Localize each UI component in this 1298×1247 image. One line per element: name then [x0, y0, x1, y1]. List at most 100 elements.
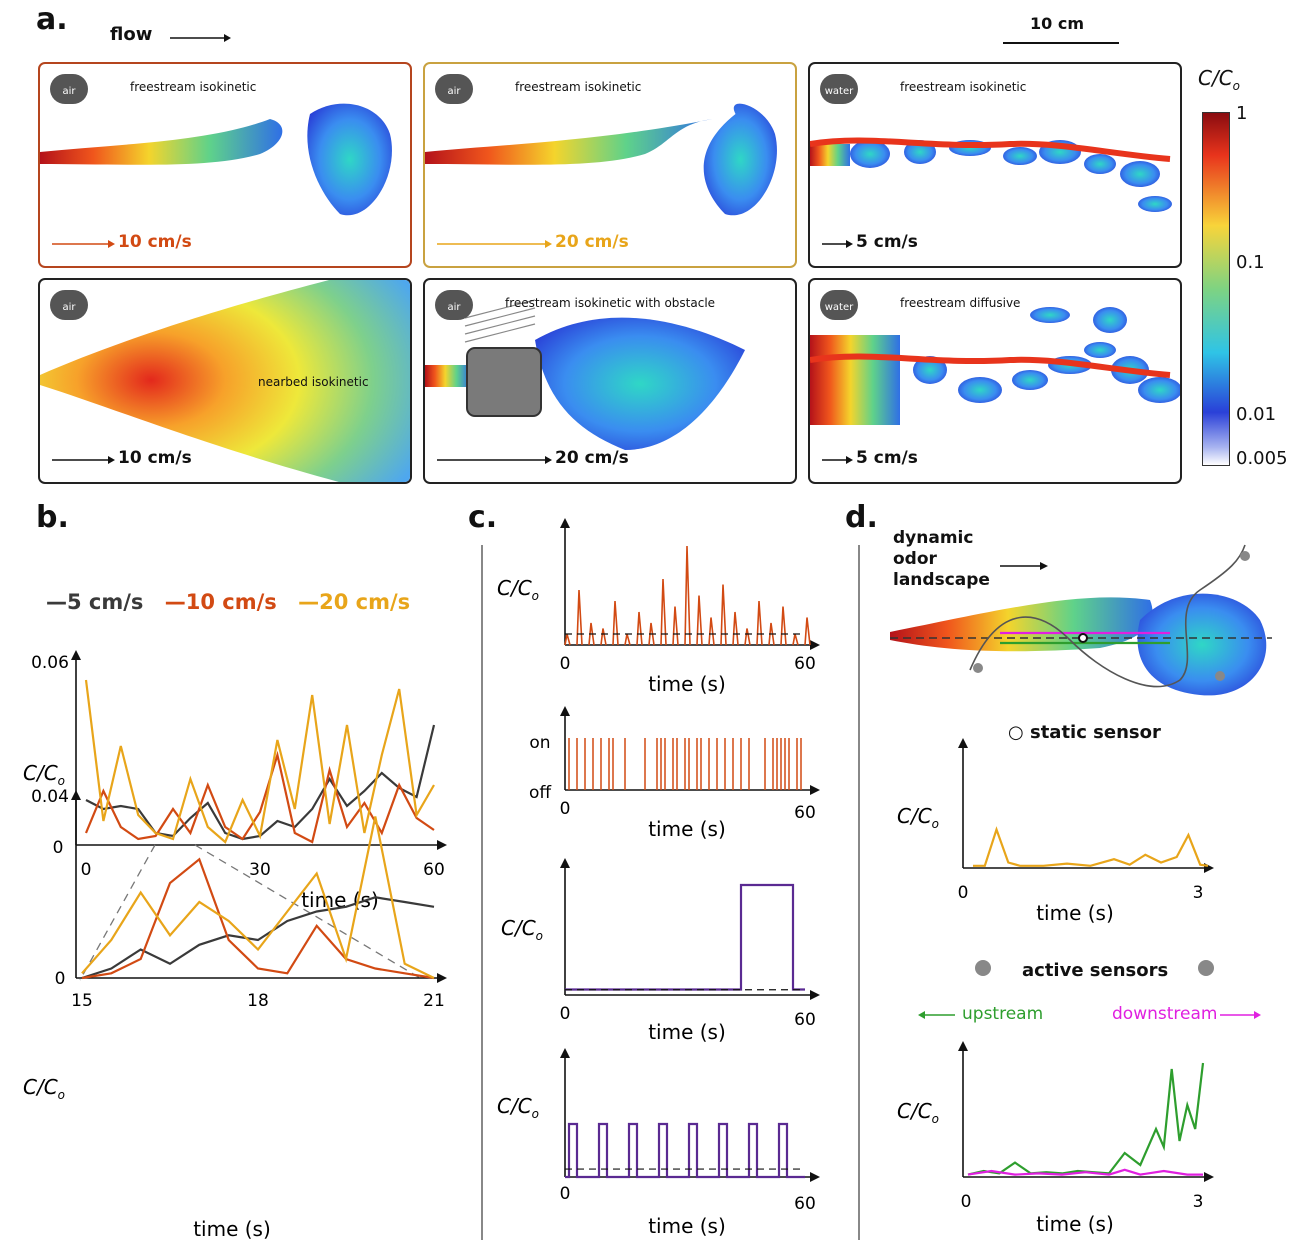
b-zoom-x-arrow	[437, 973, 447, 983]
static-sensor-label: ○ static sensor	[1008, 722, 1161, 743]
speed-label: 20 cm/s	[555, 448, 629, 468]
speed-arrow-icon	[52, 456, 115, 464]
b-zoom-ytick-0: 0	[55, 969, 66, 989]
b-zoom-y-arrow	[71, 790, 81, 800]
b-top-xtick-1: 30	[249, 860, 271, 880]
b-zoom-ytick-1: 0.04	[31, 787, 69, 807]
d-static-xtick-0: 0	[958, 883, 969, 903]
b-zoom-xtick-1: 18	[247, 991, 269, 1011]
d-flow-arrow-head	[1040, 562, 1048, 570]
cloud-icon	[435, 290, 473, 320]
c3-xtick-0: 0	[560, 1004, 571, 1024]
speed-arrow-icon	[437, 456, 552, 464]
c4-xtick-0: 0	[560, 1184, 571, 1204]
b-top-y-arrow	[71, 650, 81, 660]
plume-panel-4: air nearbed isokinetic 10 cm/s	[38, 278, 412, 484]
d-active-x-arrow	[1204, 1172, 1214, 1182]
b-zoom-series-2	[81, 816, 435, 979]
c3-y-arrow	[560, 858, 570, 868]
plume-image	[810, 137, 1172, 212]
b-top-series-0	[85, 724, 436, 841]
d-static-y-arrow	[958, 738, 968, 748]
active-sensors-label: active sensors	[1022, 960, 1169, 981]
plume-panel-1: air freestream isokinetic 10 cm/s	[38, 62, 412, 268]
c3-series	[565, 883, 805, 991]
d-static-series	[973, 826, 1209, 867]
medium-badge: air	[447, 86, 461, 97]
c4-xtick-1: 60	[794, 1194, 816, 1214]
fly-icon-3	[1215, 671, 1225, 681]
medium-badge: water	[824, 302, 854, 313]
d-active-series-0	[967, 1062, 1205, 1176]
active-fly-icon-right	[1198, 960, 1214, 976]
c3-xlabel: time (s)	[648, 1020, 726, 1044]
medium-badge: air	[447, 302, 461, 313]
colorbar-title: C/Co	[1198, 66, 1241, 93]
c3-ylabel: C/Co	[501, 916, 543, 943]
speed-label: 20 cm/s	[555, 232, 629, 252]
active-fly-icon-left	[975, 960, 991, 976]
colorbar-tick-0.01: 0.01	[1236, 404, 1277, 425]
upstream-label: upstream	[962, 1004, 1044, 1024]
plume-image	[40, 280, 410, 482]
scale-bar	[1003, 42, 1119, 44]
b-top-xtick-2: 60	[423, 860, 445, 880]
flow-arrow-icon	[170, 34, 231, 42]
speed-arrow-icon	[822, 240, 853, 248]
b-top-series-2	[84, 679, 435, 844]
plume-image	[425, 299, 745, 450]
c4-ylabel: C/Co	[497, 1094, 539, 1121]
flow-label: flow	[110, 24, 153, 45]
c4-series	[565, 1122, 805, 1179]
separator-bc	[481, 545, 483, 1240]
d-static-xlabel: time (s)	[1036, 901, 1114, 925]
plume-panel-3: water freestream isokinetic 5 cm/s	[808, 62, 1182, 268]
cloud-icon	[50, 74, 88, 104]
plume-title: freestream diffusive	[900, 296, 1021, 310]
b-top-ytick-1: 0.06	[31, 653, 69, 673]
scale-bar-label: 10 cm	[1030, 14, 1084, 33]
c2-xtick-0: 0	[560, 799, 571, 819]
speed-label: 5 cm/s	[856, 448, 918, 468]
d-plume-blob	[1137, 593, 1267, 696]
c3-x-arrow	[810, 990, 820, 1000]
downstream-arrow-head	[1254, 1011, 1261, 1019]
speed-label: 10 cm/s	[118, 448, 192, 468]
plume-title: nearbed isokinetic	[258, 375, 369, 389]
d-static-xtick-1: 3	[1193, 883, 1204, 903]
static-sensor-icon	[1078, 633, 1088, 643]
b-zoom-series-1	[81, 857, 435, 980]
c1-ylabel: C/Co	[497, 576, 539, 603]
c1-xtick-0: 0	[560, 654, 571, 674]
d-active-xtick-0: 0	[961, 1192, 972, 1212]
b-zoom-ylabel: C/Co	[23, 1075, 65, 1102]
medium-badge: air	[62, 302, 76, 313]
legend: —5 cm/s —10 cm/s —20 cm/s	[46, 590, 410, 614]
panel-label-b: b.	[36, 500, 69, 535]
downstream-label: downstream	[1112, 1004, 1218, 1024]
c2-off-label: off	[529, 783, 552, 803]
water-drop-icon	[820, 74, 858, 104]
plume-image	[810, 307, 1180, 425]
c1-x-arrow	[810, 640, 820, 650]
plume-title: freestream isokinetic	[900, 80, 1027, 94]
speed-arrow-icon	[822, 456, 853, 464]
cloud-icon	[50, 290, 88, 320]
panel-label-d: d.	[845, 500, 878, 535]
legend-entry-5: —5 cm/s	[46, 590, 144, 614]
medium-badge: air	[62, 86, 76, 97]
landscape-label: dynamic odor landscape	[893, 528, 990, 590]
c2-on-label: on	[529, 733, 550, 753]
plume-image	[40, 103, 392, 216]
plume-panel-5: air freestream isokinetic with obstacle …	[423, 278, 797, 484]
zoom-line-left	[79, 844, 156, 981]
b-zoom-xlabel: time (s)	[193, 1217, 271, 1241]
plume-title: freestream isokinetic	[515, 80, 642, 94]
speed-arrow-icon	[52, 240, 115, 248]
b-top-ylabel: C/Co	[23, 761, 65, 788]
b-top-ytick-0: 0	[53, 838, 64, 858]
c2-xlabel: time (s)	[648, 817, 726, 841]
c1-xlabel: time (s)	[648, 672, 726, 696]
colorbar	[1202, 112, 1230, 466]
